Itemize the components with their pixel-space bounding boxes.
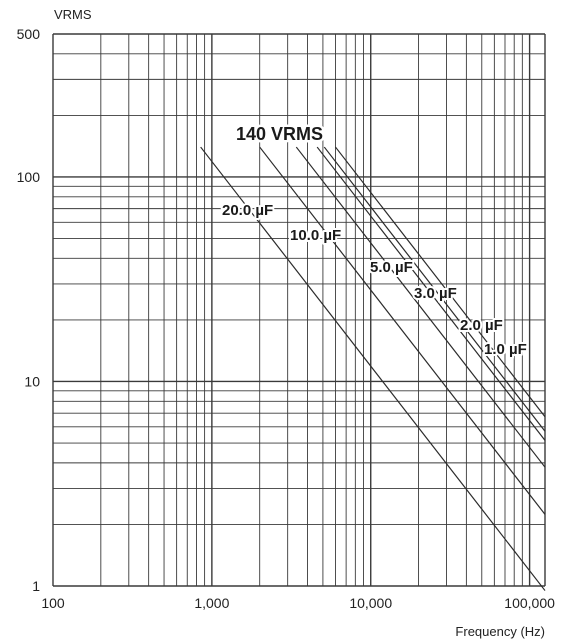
annotation-140-vrms: 140 VRMS — [236, 124, 323, 144]
series-label: 20.0 µF — [222, 202, 273, 219]
series-line — [335, 146, 546, 418]
series-line — [259, 146, 546, 515]
x-axis-label: Frequency (Hz) — [455, 624, 545, 639]
series-line — [323, 146, 546, 432]
series-label: 3.0 µF — [414, 285, 457, 302]
series-labels: 20.0 µF 10.0 µF 5.0 µF3.0 µF2.0 µF 1.0 µF — [220, 200, 529, 360]
series-lines — [200, 146, 546, 591]
y-tick-label: 100 — [17, 169, 41, 185]
series-label: 10.0 µF — [290, 227, 341, 244]
series-label: 5.0 µF — [370, 259, 413, 276]
y-tick-label: 1 — [32, 578, 40, 594]
series-label: 2.0 µF — [460, 317, 503, 334]
y-tick-labels: 1 10 100 500 — [17, 26, 41, 594]
y-axis-label: VRMS — [54, 7, 92, 22]
y-tick-label: 10 — [24, 373, 40, 389]
series-line — [200, 146, 546, 591]
y-tick-label: 500 — [17, 26, 41, 42]
series-line — [316, 146, 546, 441]
x-tick-label: 10,000 — [349, 595, 392, 611]
x-tick-label: 100 — [41, 595, 65, 611]
vertical-gridlines — [52, 34, 546, 586]
series-line — [295, 146, 546, 468]
x-tick-labels: 100 1,000 10,000 100,000 — [41, 595, 555, 611]
horizontal-gridlines — [53, 33, 545, 587]
series-label: 1.0 µF — [484, 341, 527, 358]
x-tick-label: 1,000 — [194, 595, 229, 611]
x-tick-label: 100,000 — [504, 595, 555, 611]
